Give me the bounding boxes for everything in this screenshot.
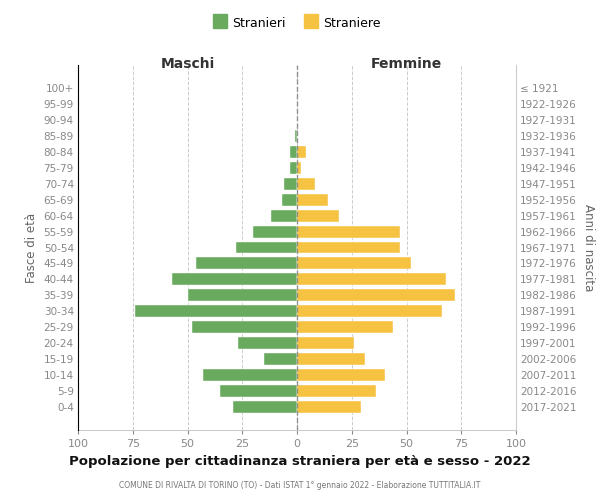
Bar — [297, 354, 365, 366]
Bar — [238, 338, 297, 349]
Bar — [297, 402, 361, 413]
Bar — [295, 130, 297, 141]
Bar — [172, 274, 297, 285]
Bar — [290, 162, 297, 173]
Bar — [297, 162, 301, 173]
Y-axis label: Anni di nascita: Anni di nascita — [583, 204, 595, 291]
Bar — [297, 210, 338, 222]
Bar — [196, 258, 297, 270]
Legend: Stranieri, Straniere: Stranieri, Straniere — [214, 16, 380, 30]
Bar — [297, 178, 314, 190]
Bar — [297, 322, 394, 334]
Bar — [297, 242, 400, 254]
Bar — [233, 402, 297, 413]
Text: COMUNE DI RIVALTA DI TORINO (TO) - Dati ISTAT 1° gennaio 2022 - Elaborazione TUT: COMUNE DI RIVALTA DI TORINO (TO) - Dati … — [119, 481, 481, 490]
Bar — [297, 274, 446, 285]
Bar — [290, 146, 297, 158]
Bar — [192, 322, 297, 334]
Bar — [297, 290, 455, 302]
Bar — [236, 242, 297, 254]
Bar — [187, 290, 297, 302]
Bar — [297, 338, 354, 349]
Bar — [297, 146, 306, 158]
Text: Femmine: Femmine — [371, 57, 442, 71]
Bar — [284, 178, 297, 190]
Bar — [253, 226, 297, 237]
Text: Maschi: Maschi — [160, 57, 215, 71]
Bar — [203, 370, 297, 382]
Bar — [135, 306, 297, 318]
Bar — [297, 386, 376, 398]
Bar — [297, 226, 400, 237]
Bar — [264, 354, 297, 366]
Bar — [281, 194, 297, 205]
Bar — [297, 370, 385, 382]
Bar — [271, 210, 297, 222]
Bar — [297, 306, 442, 318]
Text: Popolazione per cittadinanza straniera per età e sesso - 2022: Popolazione per cittadinanza straniera p… — [69, 454, 531, 468]
Bar — [220, 386, 297, 398]
Y-axis label: Fasce di età: Fasce di età — [25, 212, 38, 282]
Bar — [297, 258, 411, 270]
Bar — [297, 194, 328, 205]
